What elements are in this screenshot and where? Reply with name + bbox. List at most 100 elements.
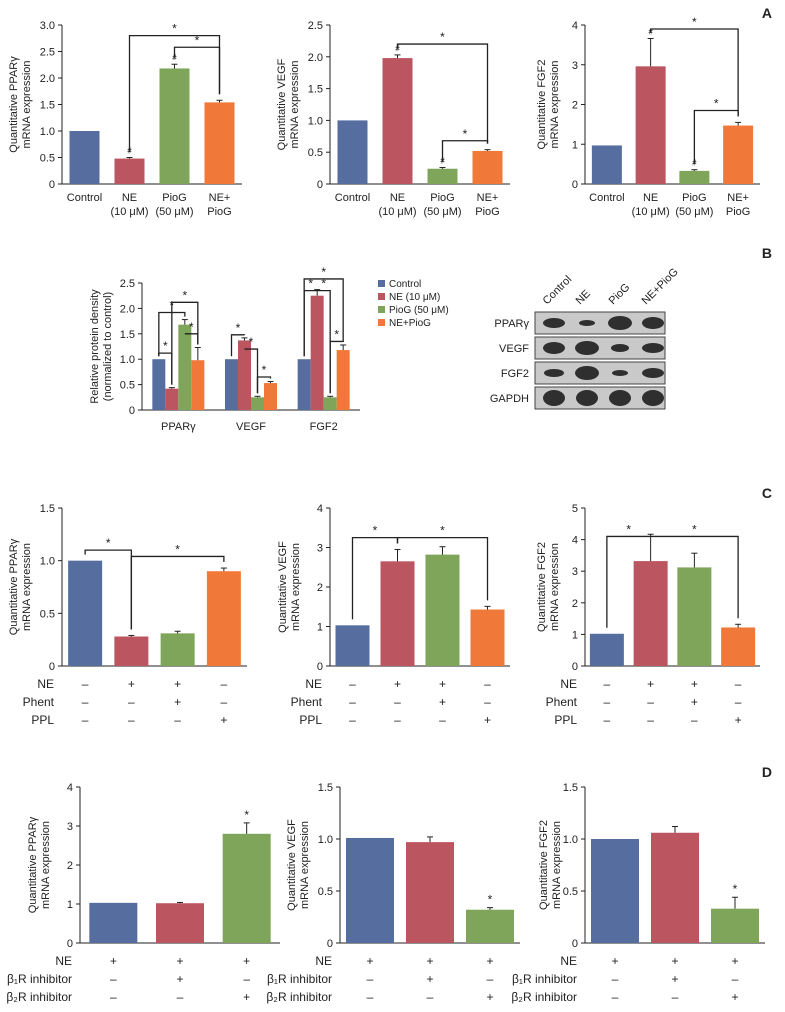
chart-5: 0 1 2 3 4 Quantitative VEGF mRNA expression * * N… — [277, 503, 510, 727]
y-axis-label: Quantitative VEGF — [276, 58, 288, 150]
y-tick-label: 1.5 — [318, 782, 333, 794]
bar — [382, 58, 413, 184]
blot-band — [575, 341, 599, 355]
y-axis-label: mRNA expression — [21, 60, 33, 148]
y-axis-label: mRNA expression — [549, 543, 561, 631]
treatment-mark: – — [243, 972, 250, 986]
treatment-mark: + — [128, 677, 135, 691]
blot-lane-label: Control — [541, 274, 575, 308]
y-tick-label: 1.0 — [120, 354, 135, 366]
x-tick-label: NE+ — [477, 192, 499, 204]
significance-star: * — [308, 277, 313, 291]
bar — [323, 397, 337, 410]
blot-row-label: VEGF — [499, 343, 529, 355]
x-tick-label: PioG — [207, 206, 231, 218]
y-axis-label: mRNA expression — [549, 60, 561, 148]
y-tick-label: 0.5 — [40, 153, 55, 165]
treatment-mark: – — [427, 990, 434, 1004]
x-tick-label: PioG — [162, 192, 186, 204]
bar — [160, 633, 195, 666]
significance-bracket — [303, 289, 318, 357]
chart-6: 0 1 2 3 4 5 Quantitative FGF2 mRNA expression * *… — [536, 503, 760, 727]
y-tick-label: 2 — [572, 598, 578, 610]
chart-2: 0 1 2 3 4 Quantitative FGF2 mRNA expression Con… — [536, 15, 760, 218]
y-tick-label: 1.0 — [318, 834, 333, 846]
y-axis-label: Quantitative FGF2 — [538, 820, 550, 910]
y-tick-label: 5 — [572, 503, 578, 515]
treatment-mark: + — [243, 990, 250, 1004]
western-blot: Control NE PioG NE+PioG PPARγ VEGF FGF2 GAPDH — [490, 266, 681, 410]
y-tick-label: 0.5 — [120, 380, 135, 392]
y-tick-label: 3 — [572, 60, 578, 72]
treatment-label: β₁R inhibitor — [267, 972, 332, 986]
treatment-mark: – — [604, 713, 611, 727]
treatment-mark: – — [647, 713, 654, 727]
significance-star: * — [692, 15, 697, 29]
bar — [297, 359, 311, 410]
significance-star: * — [182, 288, 187, 302]
treatment-label: Phent — [291, 695, 323, 709]
treatment-label: β₂R inhibitor — [266, 990, 332, 1004]
y-axis-label: Quantitative VEGF — [277, 541, 289, 633]
x-tick-label: NE+ — [209, 192, 231, 204]
treatment-mark: + — [176, 972, 183, 986]
x-tick-label: Control — [589, 192, 624, 204]
y-tick-label: 1.5 — [563, 782, 578, 794]
blot-row-label: PPARγ — [494, 318, 529, 330]
bar — [89, 902, 138, 943]
treatment-mark: – — [349, 695, 356, 709]
y-axis-label: mRNA expression — [40, 821, 52, 909]
treatment-mark: – — [394, 713, 401, 727]
treatment-label: β₁R inhibitor — [7, 972, 72, 986]
treatment-mark: + — [176, 954, 183, 968]
blot-row-label: FGF2 — [501, 368, 529, 380]
y-tick-label: 1.0 — [40, 556, 55, 568]
blot-band — [543, 342, 565, 354]
y-axis-label: Quantitative PPARγ — [8, 538, 20, 635]
bar — [114, 636, 149, 666]
chart-3: 0 0.5 1.0 1.5 2.0 2.5 Relative protein density… — [89, 265, 449, 433]
bar — [152, 359, 166, 410]
blot-membrane — [534, 386, 666, 410]
bar — [225, 359, 238, 410]
y-tick-label: 3 — [572, 566, 578, 578]
y-axis-label: Quantitative FGF2 — [536, 60, 548, 150]
bar — [310, 295, 324, 410]
y-tick-label: 0.5 — [40, 608, 55, 620]
bar — [251, 397, 264, 410]
y-axis-label: Quantitative PPARγ — [8, 56, 20, 153]
y-tick-label: 0 — [572, 179, 578, 191]
y-tick-label: 0 — [49, 179, 55, 191]
treatment-mark: – — [394, 695, 401, 709]
treatment-mark: – — [82, 695, 89, 709]
x-tick-label: PioG — [475, 206, 499, 218]
y-tick-label: 0.5 — [563, 886, 578, 898]
y-axis-label: Quantitative VEGF — [286, 819, 298, 911]
bar — [470, 609, 505, 666]
chart-7: 0 1 2 3 4 Quantitative PPARγ mRNA expression * N… — [6, 782, 280, 1004]
treatment-label: NE — [560, 954, 577, 968]
blot-membrane — [534, 336, 666, 360]
treatment-mark: – — [612, 972, 619, 986]
bar — [206, 571, 241, 666]
treatment-mark: – — [367, 990, 374, 1004]
y-tick-label: 0 — [67, 938, 73, 950]
x-tick-label: NE — [390, 192, 405, 204]
chart-1: 0 0.5 1.0 1.5 2.0 2.5 Quantitative VEGF mRNA ex… — [276, 20, 510, 218]
x-tick-label: (50 μM) — [155, 206, 193, 218]
treatment-mark: – — [349, 713, 356, 727]
treatment-mark: – — [349, 677, 356, 691]
treatment-label: β₂R inhibitor — [511, 990, 577, 1004]
legend-label: PioG (50 μM) — [389, 305, 449, 316]
blot-lane-label: PioG — [607, 281, 633, 307]
treatment-mark: – — [735, 695, 742, 709]
significance-mark: * — [488, 893, 493, 907]
treatment-mark: + — [611, 954, 618, 968]
treatment-mark: – — [110, 990, 117, 1004]
significance-star: * — [321, 265, 326, 279]
blot-band — [642, 317, 664, 329]
x-tick-label: (50 μM) — [675, 206, 713, 218]
significance-bracket — [184, 333, 199, 345]
significance-bracket — [693, 109, 739, 164]
treatment-mark: – — [174, 713, 181, 727]
